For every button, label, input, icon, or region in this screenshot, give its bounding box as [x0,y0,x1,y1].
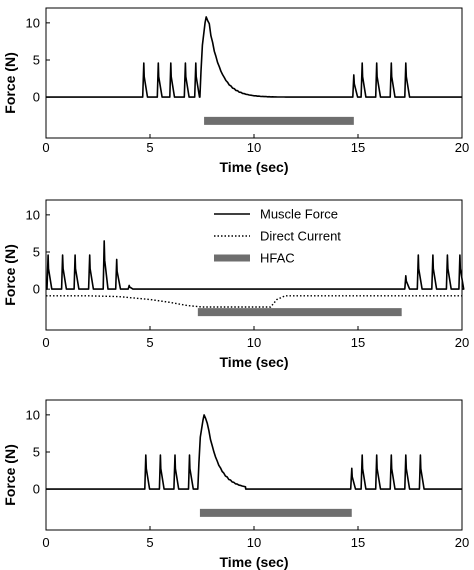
x-tick-label: 0 [42,335,49,350]
panel-top: 0 5 10 15 20 0 5 10 Time (sec) Force (N) [2,7,469,175]
x-axis-label: Time (sec) [220,554,289,570]
legend-label: HFAC [260,251,295,266]
x-axis-label: Time (sec) [220,354,289,370]
y-tick-label: 10 [26,407,40,422]
x-axis-label: Time (sec) [220,159,289,175]
y-tick-label: 5 [33,245,40,260]
x-tick-label: 20 [455,335,469,350]
x-tick-label: 20 [455,140,469,155]
x-tick-label: 10 [247,535,261,550]
x-tick-label: 10 [247,140,261,155]
legend-label: Muscle Force [260,207,338,222]
x-tick-label: 0 [42,535,49,550]
muscle-force-line [46,16,462,98]
panel-bottom: 0 5 10 15 20 0 5 10 Time (sec) Force (N) [2,399,469,570]
muscle-force-line [46,414,462,490]
x-tick-label: 0 [42,140,49,155]
x-tick-label: 15 [351,335,365,350]
y-axis-label: Force (N) [2,52,18,113]
x-tick-label: 5 [146,335,153,350]
y-axis-label: Force (N) [2,244,18,305]
y-tick-label: 0 [33,282,40,297]
y-tick-label: 5 [33,53,40,68]
x-tick-label: 5 [146,535,153,550]
y-tick-label: 10 [26,15,40,30]
panel-middle: 0 5 10 15 20 0 5 10 Time (sec) Force (N) Muscle Fo… [2,199,469,370]
muscle-force-line [46,240,465,290]
y-tick-label: 10 [26,207,40,222]
x-tick-label: 15 [351,140,365,155]
x-tick-label: 5 [146,140,153,155]
direct-current-line [46,295,462,308]
x-tick-label: 15 [351,535,365,550]
x-tick-label: 10 [247,335,261,350]
legend-label: Direct Current [260,229,341,244]
x-tick-label: 20 [455,535,469,550]
y-axis-label: Force (N) [2,444,18,505]
y-tick-label: 0 [33,482,40,497]
y-tick-label: 5 [33,445,40,460]
y-tick-label: 0 [33,90,40,105]
